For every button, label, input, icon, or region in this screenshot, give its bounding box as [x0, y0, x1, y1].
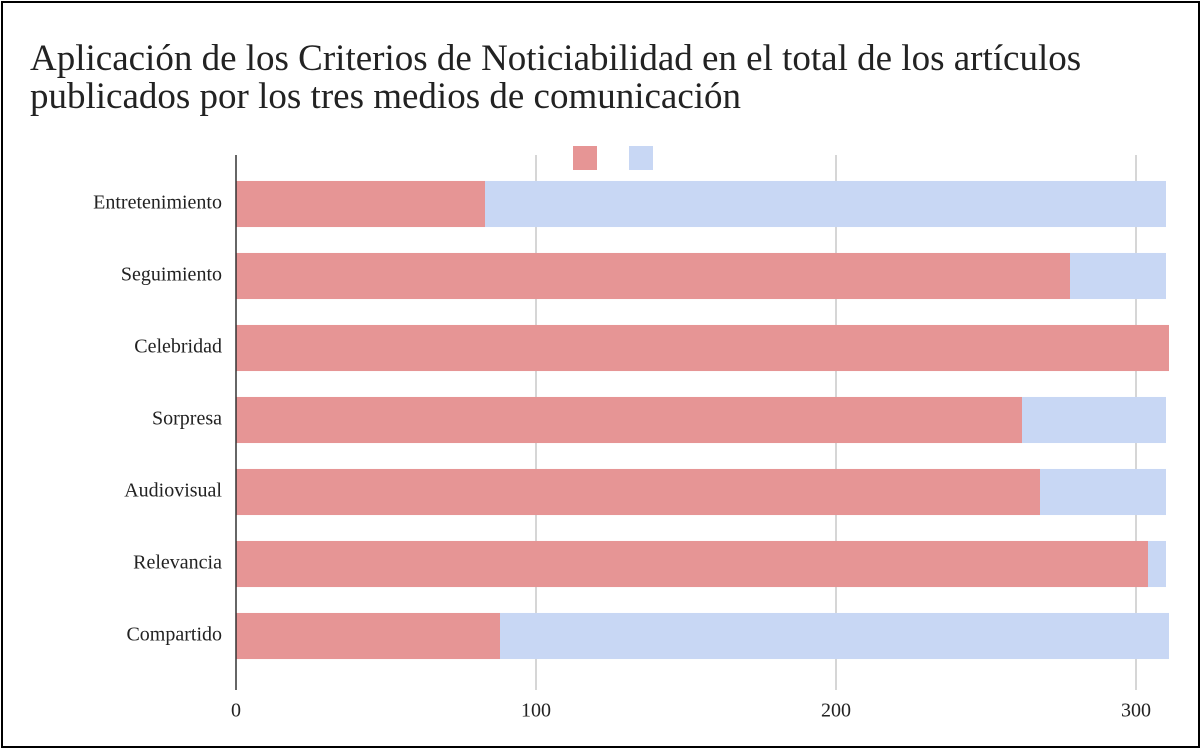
bar: [236, 468, 1040, 516]
y-tick-label: Seguimiento: [121, 264, 222, 286]
y-tick-label: Audiovisual: [124, 480, 222, 502]
bar: [236, 252, 1070, 300]
bar: [1070, 252, 1166, 300]
x-tick-label: 0: [231, 700, 241, 722]
chart-title: Aplicación de los Criterios de Noticiabi…: [30, 38, 1082, 117]
bar: [236, 324, 1169, 372]
bar: [1022, 396, 1166, 444]
legend-swatch: [629, 146, 653, 170]
bar: [236, 612, 500, 660]
bar: [236, 540, 1148, 588]
bar: [1040, 468, 1166, 516]
legend-swatch: [573, 146, 597, 170]
y-tick-label: Relevancia: [133, 552, 222, 574]
y-tick-label: Sorpresa: [152, 408, 222, 430]
x-tick-label: 300: [1121, 700, 1151, 722]
bar: [485, 180, 1166, 228]
bar: [500, 612, 1169, 660]
bar: [236, 180, 485, 228]
y-tick-label: Compartido: [126, 624, 222, 646]
bar: [1148, 540, 1166, 588]
y-tick-label: Entretenimiento: [93, 192, 222, 214]
y-tick-label: Celebridad: [134, 336, 222, 358]
bar: [236, 396, 1022, 444]
x-tick-label: 100: [521, 700, 551, 722]
x-tick-label: 200: [821, 700, 851, 722]
